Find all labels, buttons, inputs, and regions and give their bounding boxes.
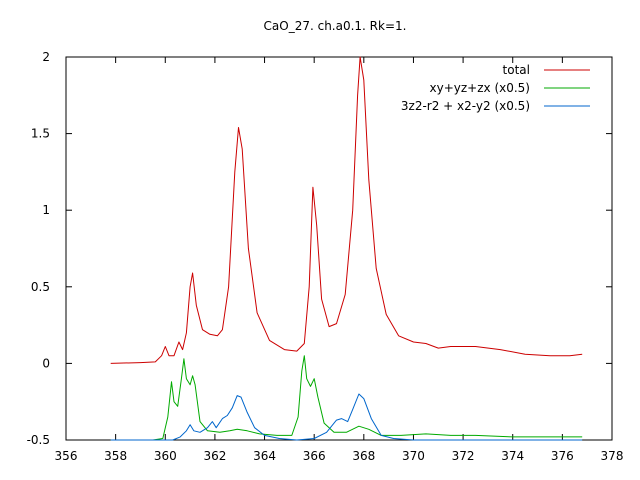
x-tick-label: 366 (303, 449, 326, 463)
x-tick-label: 372 (452, 449, 475, 463)
axis-ticks: 356 358 360 362 364 366 368 370 372 374 376 378 -0.5… (27, 50, 624, 463)
y-tick-label: 1.5 (31, 127, 50, 141)
y-tick-label: 2 (42, 50, 50, 64)
legend-label-3: 3z2-r2 + x2-y2 (x0.5) (401, 99, 530, 113)
x-tick-label: 362 (203, 449, 226, 463)
y-tick-label: -0.5 (27, 433, 50, 447)
x-tick-label: 364 (253, 449, 276, 463)
series-lines (110, 56, 583, 441)
series-line-2 (110, 355, 583, 441)
x-tick-label: 370 (402, 449, 425, 463)
legend-label-1: total (503, 63, 530, 77)
series-line-3 (110, 393, 583, 441)
x-tick-label: 374 (501, 449, 524, 463)
y-tick-label: 0 (42, 356, 50, 370)
x-tick-label: 356 (55, 449, 78, 463)
x-tick-label: 368 (352, 449, 375, 463)
plot-frame (65, 56, 613, 441)
y-tick-label: 1 (42, 203, 50, 217)
legend: total xy+yz+zx (x0.5) 3z2-r2 + x2-y2 (x0.5… (401, 63, 590, 113)
x-tick-label: 378 (601, 449, 624, 463)
x-tick-label: 358 (104, 449, 127, 463)
y-tick-label: 0.5 (31, 280, 50, 294)
x-tick-label: 360 (154, 449, 177, 463)
series-line-1 (110, 56, 583, 364)
chart-title: CaO_27. ch.a0.1. Rk=1. (264, 19, 407, 33)
x-tick-label: 376 (551, 449, 574, 463)
legend-label-2: xy+yz+zx (x0.5) (430, 81, 530, 95)
